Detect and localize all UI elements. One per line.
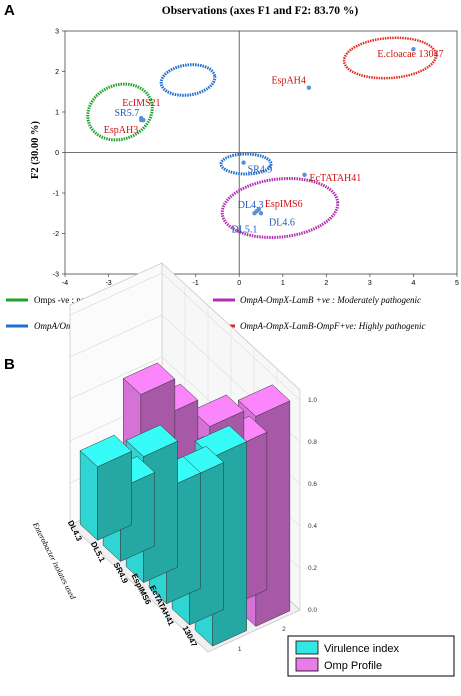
x-tick-label: 2	[324, 280, 328, 287]
group-outline-highly-pathogenic	[342, 36, 438, 80]
panel-a-letter: A	[4, 2, 15, 19]
data-point	[241, 160, 246, 165]
x-tick-label: -1	[193, 280, 199, 287]
z-tick-label: 0.8	[308, 439, 317, 446]
data-point-label: EspIMS6	[265, 199, 303, 210]
chart-b-plot-area: 0.00.20.40.60.81.0 13047EcTATAH41EspIMS6…	[66, 262, 317, 653]
z-tick-label: 0.4	[308, 523, 317, 530]
data-point-label: EspAH4	[271, 76, 305, 87]
data-point-label: DL4.3	[238, 200, 264, 211]
group-outline-non-pathogenic	[86, 82, 154, 142]
z-tick-label: 0.2	[308, 565, 317, 572]
data-point	[256, 207, 262, 212]
chart-a-title: Observations (axes F1 and F2: 83.70 %)	[162, 5, 359, 17]
x-tick-label: 3	[368, 280, 372, 287]
data-point-label: EcTATAH41	[310, 173, 362, 184]
bar-top-face	[237, 384, 291, 417]
z-tick-label: 0.6	[308, 481, 317, 488]
x-tick-label: 4	[411, 280, 415, 287]
z-gridline-side	[69, 272, 163, 316]
bar-top-face	[191, 394, 245, 427]
legend-label-highly-pathogenic: OmpA-OmpX-LamB-OmpF+ve: Highly pathogeni…	[240, 321, 426, 331]
y-tick-label: 3	[55, 29, 59, 36]
z-tick-label: 1.0	[308, 397, 317, 404]
data-point	[411, 47, 416, 52]
depth-tick-label: 1	[238, 646, 242, 653]
y-tick-label: 0	[55, 150, 59, 157]
data-point-label: SR4.9	[248, 165, 273, 176]
chart-b-legend: Virulence index Omp Profile	[287, 635, 455, 677]
x-tick-label: 1	[281, 280, 285, 287]
data-point	[306, 85, 312, 90]
data-point	[302, 172, 307, 177]
data-point-label: SR5.7	[114, 108, 139, 119]
data-point-label: DL5.1	[232, 224, 258, 235]
panel-b-letter: B	[4, 356, 15, 373]
group-outline-weakly-pathogenic-lower	[219, 152, 273, 176]
legend-label-virulence-index: Virulence index	[324, 643, 400, 655]
y-tick-label: 1	[55, 110, 59, 117]
data-point-label: EspAH3	[104, 125, 138, 136]
data-point-label: E.cloacae 13047	[377, 49, 443, 60]
y-tick-label: -3	[53, 272, 59, 279]
legend-swatch-virulence-index	[295, 640, 319, 655]
x-tick-label: -3	[105, 280, 111, 287]
x-tick-label: 5	[455, 280, 459, 287]
y-tick-label: 2	[55, 69, 59, 76]
z-tick-label: 0.0	[308, 607, 317, 614]
z-gridline-side	[69, 314, 163, 358]
data-point	[258, 211, 264, 216]
y-tick-label: -2	[53, 231, 59, 238]
bar-top-face	[125, 424, 179, 457]
legend-label-moderately-pathogenic: OmpA-OmpX-LamB +ve : Moderately pathogen…	[240, 295, 421, 305]
data-point-label: EcIMS21	[122, 98, 160, 109]
data-point	[139, 117, 144, 123]
data-point-label: DL4.6	[269, 217, 295, 228]
legend-label-omp-profile: Omp Profile	[324, 660, 382, 672]
depth-tick-label: 2	[282, 626, 286, 633]
bar	[79, 434, 133, 541]
chart-a-ylabel: F2 (30.00 %)	[30, 120, 41, 179]
group-outline-weakly-pathogenic-upper	[159, 63, 217, 97]
y-tick-label: -1	[53, 191, 59, 198]
data-point	[252, 211, 257, 216]
bar-top-face	[122, 362, 176, 395]
x-tick-label: 0	[237, 280, 241, 287]
group-outline-moderately-pathogenic	[220, 177, 340, 239]
legend-swatch-omp-profile	[295, 657, 319, 672]
x-tick-label: -4	[62, 280, 68, 287]
bar-top-face	[79, 434, 133, 468]
z-gridline-side	[69, 356, 163, 400]
